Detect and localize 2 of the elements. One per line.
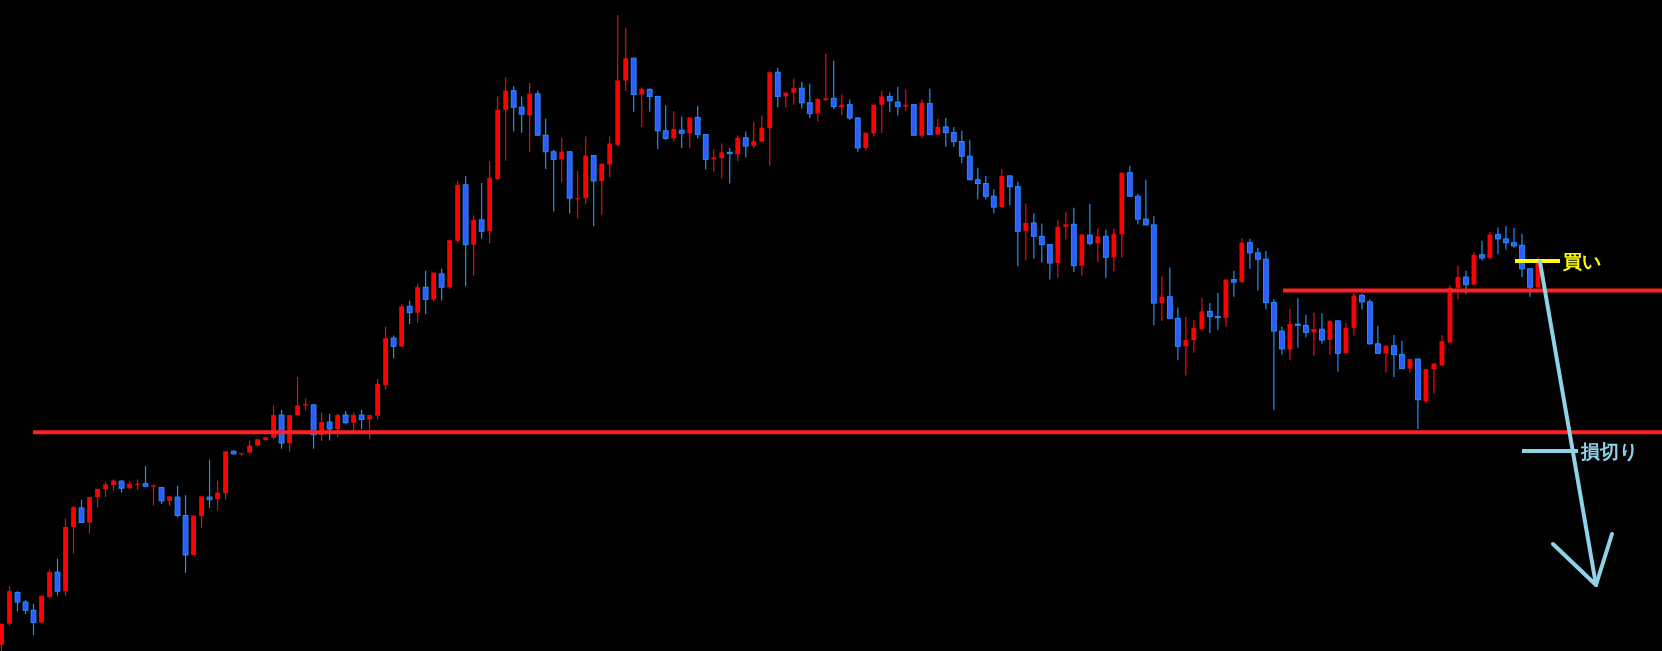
annotation: 買い	[1515, 250, 1601, 272]
annotation: 損切り	[1522, 440, 1638, 462]
